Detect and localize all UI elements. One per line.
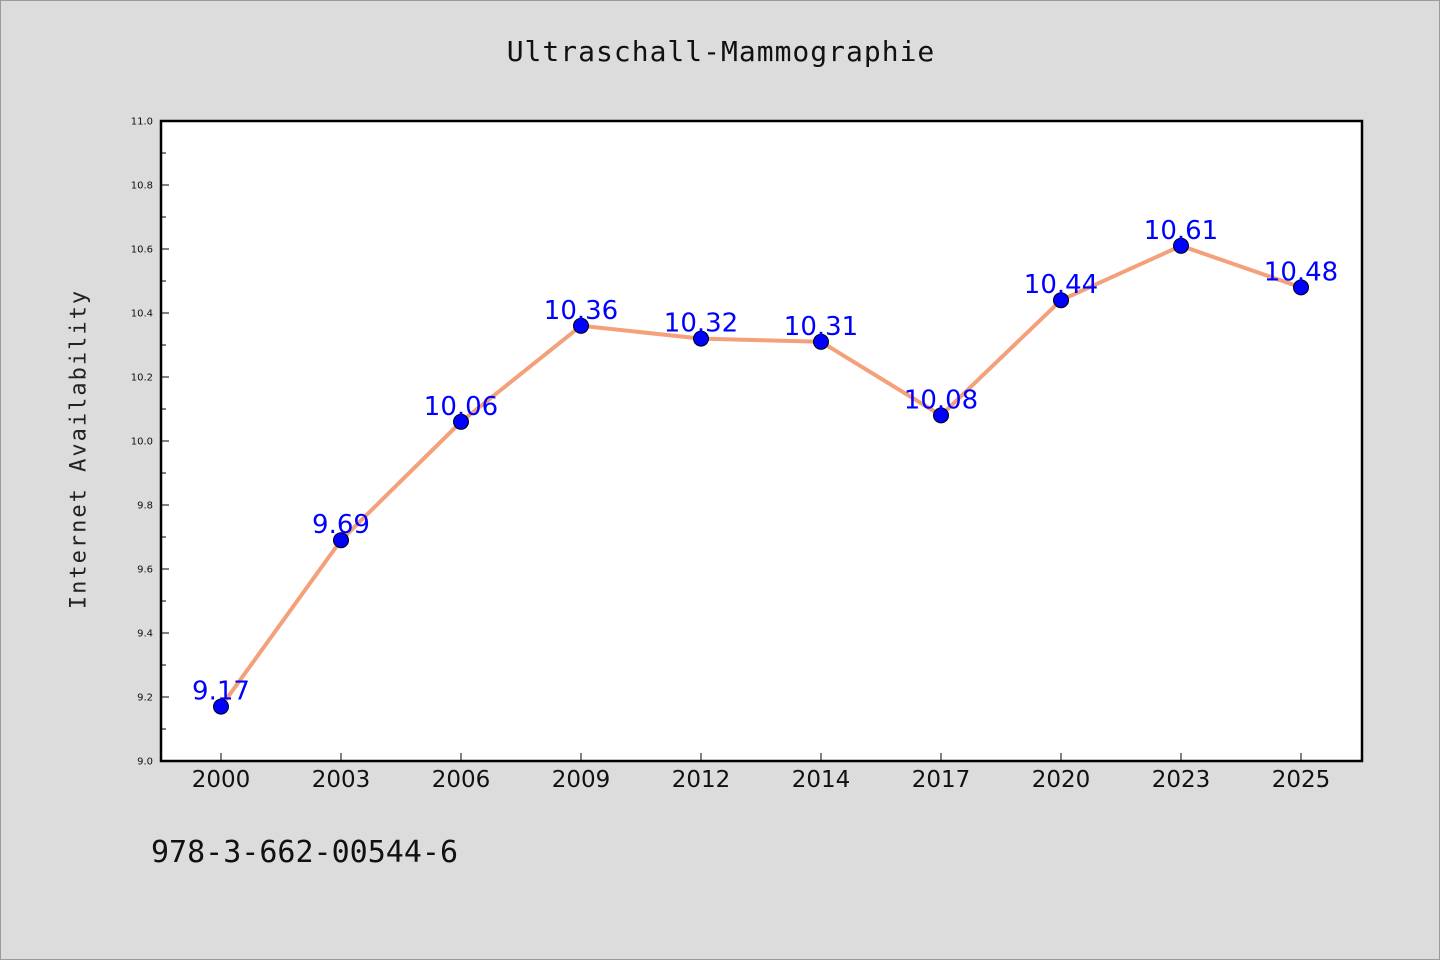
data-label: 10.31 <box>784 312 858 342</box>
y-tick-label: 10.0 <box>131 437 153 448</box>
data-label: 10.44 <box>1024 270 1098 300</box>
data-point <box>453 413 469 430</box>
x-tick-label: 2012 <box>672 767 731 793</box>
data-label: 10.61 <box>1144 216 1218 246</box>
x-tick-label: 2003 <box>312 767 371 793</box>
data-point <box>573 317 589 334</box>
y-tick-label: 10.8 <box>131 181 153 192</box>
x-tick-label: 2017 <box>912 767 971 793</box>
y-tick-label: 9.2 <box>137 693 153 704</box>
series-line <box>219 243 1303 709</box>
plot-frame <box>159 119 1364 763</box>
x-tick-label: 2023 <box>1152 767 1211 793</box>
data-point <box>693 330 709 347</box>
data-point <box>1173 237 1189 254</box>
y-tick-label: 11.0 <box>131 117 153 128</box>
y-tick-label: 9.0 <box>137 757 153 768</box>
y-tick-label: 9.8 <box>137 501 153 512</box>
y-tick-label: 9.4 <box>137 629 153 640</box>
x-tick-label: 2009 <box>552 767 611 793</box>
data-label: 10.32 <box>664 309 738 339</box>
data-label: 10.06 <box>424 392 498 422</box>
data-label: 10.08 <box>904 385 978 415</box>
x-tick-label: 2020 <box>1032 767 1091 793</box>
data-point <box>333 532 349 549</box>
x-tick-label: 2006 <box>432 767 491 793</box>
data-point <box>1293 279 1309 296</box>
chart-title: Ultraschall-Mammographie <box>506 35 936 68</box>
data-point <box>213 698 229 715</box>
plot-area <box>161 121 1362 761</box>
x-tick-label: 2000 <box>192 767 251 793</box>
data-point <box>813 333 829 350</box>
data-point <box>933 407 949 424</box>
y-tick-label: 10.4 <box>131 309 153 320</box>
x-tick-label: 2014 <box>792 767 851 793</box>
y-tick-label: 10.2 <box>131 373 153 384</box>
data-point <box>1053 292 1069 309</box>
footnote-isbn: 978-3-662-00544-6 <box>151 835 459 870</box>
data-label: 9.17 <box>192 677 250 707</box>
y-tick-label: 9.6 <box>137 565 153 576</box>
data-label: 9.69 <box>312 510 370 540</box>
x-tick-label: 2025 <box>1272 767 1331 793</box>
y-tick-label: 10.6 <box>131 245 153 256</box>
data-label: 10.48 <box>1264 257 1338 287</box>
data-label: 10.36 <box>544 296 618 326</box>
